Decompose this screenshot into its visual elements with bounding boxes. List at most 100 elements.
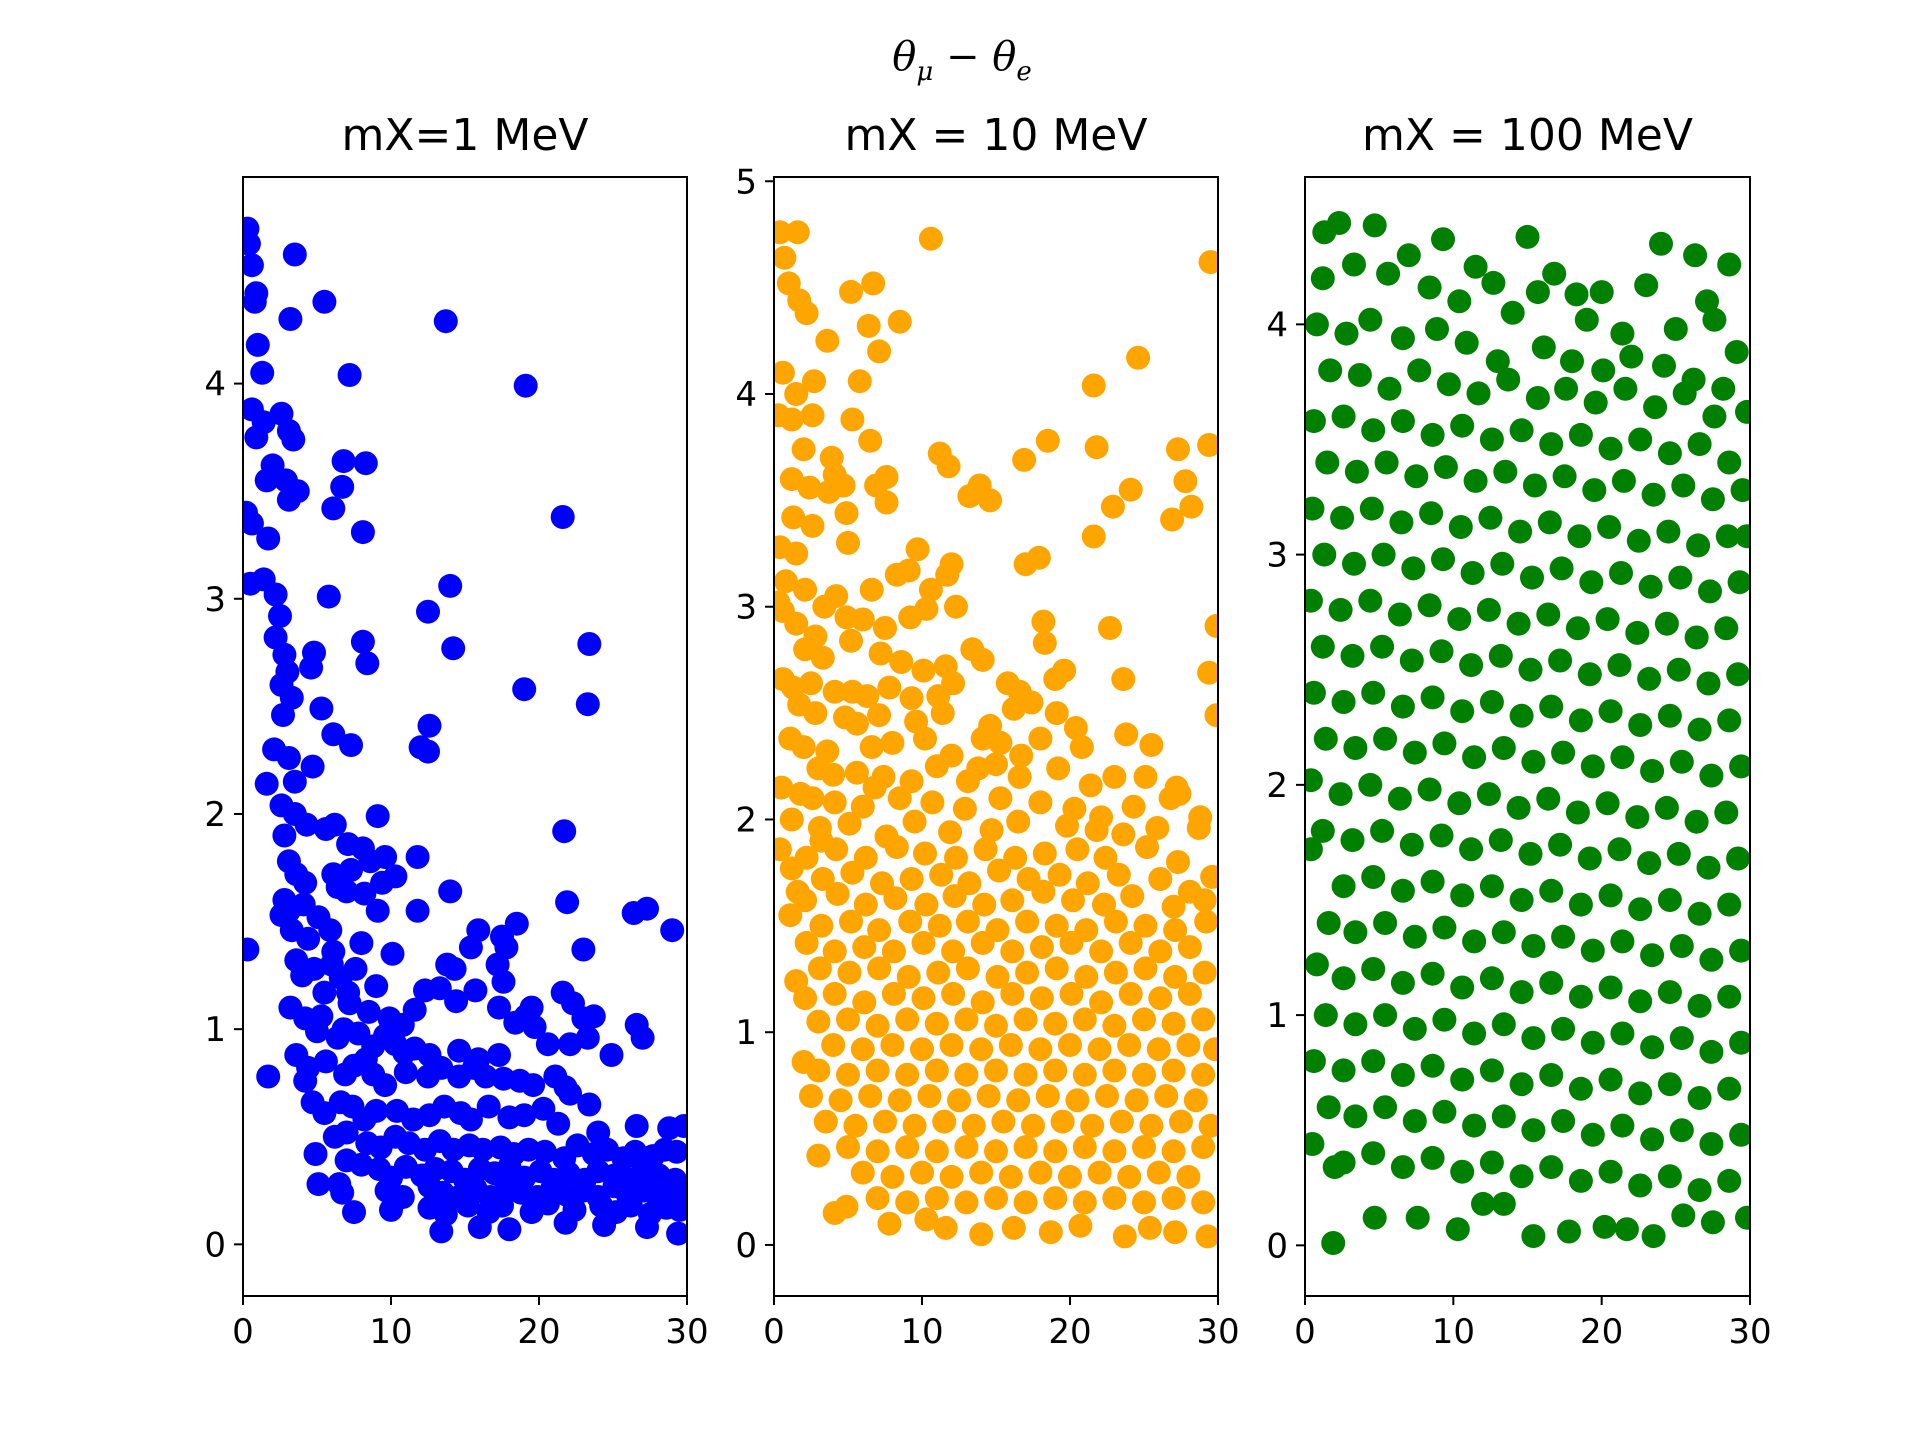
scatter-point [1496, 367, 1521, 392]
scatter-point [800, 786, 825, 811]
scatter-point [1390, 694, 1415, 719]
scatter-point [1058, 1033, 1082, 1057]
x-tick-label: 30 [1728, 1312, 1771, 1352]
scatter-point [1669, 749, 1694, 774]
scatter-point [339, 857, 363, 882]
scatter-point [1479, 1150, 1504, 1175]
scatter-point [1619, 344, 1644, 369]
scatter-point [1459, 837, 1484, 862]
scatter-point [1044, 956, 1069, 981]
scatter-point [966, 756, 991, 781]
scatter-point [581, 1004, 606, 1029]
scatter-point [1078, 773, 1103, 798]
scatter-point [1340, 643, 1365, 668]
scatter-point [1075, 871, 1100, 896]
scatter-point [1432, 1007, 1457, 1032]
scatter-point [1459, 653, 1484, 678]
scatter-point [874, 490, 899, 515]
scatter-point [785, 879, 810, 904]
scatter-point [1087, 1160, 1112, 1185]
scatter-point [1361, 1141, 1386, 1166]
scatter-point [1390, 1063, 1415, 1087]
scatter-point [972, 892, 997, 917]
scatter-point [300, 754, 325, 779]
scatter-point [1305, 1049, 1326, 1074]
scatter-point [476, 1094, 501, 1119]
scatter-point [920, 790, 945, 815]
scatter-point [1568, 892, 1593, 917]
scatter-point [1019, 690, 1044, 715]
scatter-point [865, 1186, 890, 1211]
scatter-point [1597, 515, 1622, 539]
scatter-point [1198, 250, 1218, 275]
scatter-point [373, 845, 398, 869]
scatter-point [1390, 326, 1415, 351]
scatter-point [429, 1219, 454, 1244]
scatter-point [1084, 818, 1109, 843]
scatter-point [1479, 966, 1504, 991]
scatter-point [969, 1037, 994, 1062]
scatter-point [1050, 1109, 1075, 1134]
scatter-point [245, 332, 270, 357]
scatter-point [1038, 1220, 1063, 1245]
scatter-point [672, 1114, 687, 1138]
scatter-point [880, 1033, 905, 1057]
scatter-point [1081, 373, 1106, 398]
scatter-point [1508, 519, 1533, 544]
scatter-point [861, 271, 886, 296]
scatter-point [794, 930, 819, 955]
scatter-point [380, 941, 405, 966]
scatter-point [1436, 372, 1461, 397]
scatter-point [550, 505, 575, 529]
scatter-point [1072, 1135, 1097, 1160]
scatter-point [433, 309, 458, 334]
scatter-point [512, 677, 537, 702]
scatter-point [867, 703, 892, 728]
scatter-point [1539, 432, 1564, 457]
scatter-point [859, 735, 884, 760]
scatter-point [1401, 556, 1426, 581]
scatter-point [932, 1109, 957, 1134]
scatter-point [834, 501, 859, 526]
scatter-point [1173, 469, 1198, 494]
scatter-point [898, 909, 923, 934]
suptitle-sub-e: e [1016, 57, 1031, 87]
scatter-point [334, 1120, 359, 1145]
scatter-point [1551, 924, 1576, 949]
scatter-point [1145, 816, 1170, 840]
scatter-point [1015, 960, 1040, 985]
scatter-point [1687, 901, 1712, 926]
scatter-point [1371, 542, 1396, 567]
scatter-point [822, 981, 847, 1006]
scatter-point [512, 1103, 537, 1128]
scatter-point [427, 976, 452, 1001]
scatter-point [1684, 625, 1709, 650]
scatter-point [322, 812, 347, 837]
scatter-point [1696, 855, 1721, 880]
scatter-point [555, 890, 580, 915]
scatter-point [865, 1139, 890, 1164]
scatter-point [599, 1043, 624, 1067]
scatter-point [1666, 841, 1691, 866]
scatter-point [1361, 418, 1386, 443]
scatter-point [1610, 1113, 1635, 1138]
panel-title: mX = 10 MeV [845, 110, 1148, 161]
scatter-point [1700, 487, 1725, 512]
y-tick-label: 1 [735, 1013, 757, 1053]
scatter-point [1118, 930, 1143, 955]
scatter-point [1462, 1113, 1487, 1138]
scatter-point [1447, 289, 1472, 314]
scatter-point [630, 1025, 655, 1050]
scatter-point [873, 1109, 897, 1134]
scatter-point [316, 584, 341, 609]
plot-frame [242, 176, 688, 1297]
scatter-point [1717, 252, 1742, 277]
scatter-point [1700, 1210, 1725, 1235]
scatter-point [954, 1062, 979, 1087]
scatter-point [1610, 745, 1635, 770]
scatter-point [330, 1180, 355, 1205]
scatter-point [899, 867, 924, 891]
scatter-point [779, 407, 804, 432]
scatter-point [1493, 459, 1518, 484]
scatter-point [1652, 353, 1676, 378]
